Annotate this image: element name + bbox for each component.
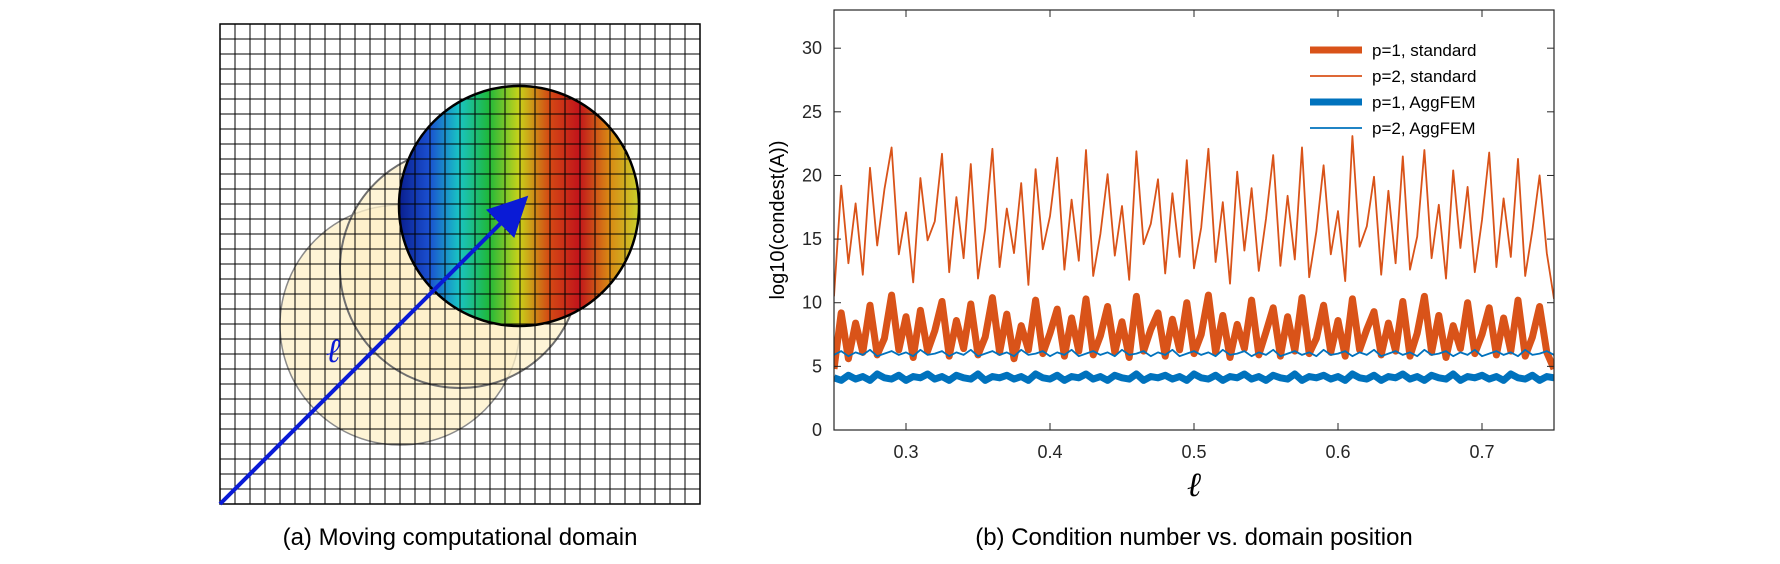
y-tick-label: 30 bbox=[802, 38, 822, 58]
panel-b-chart: 0.3 0.4 0.5 0.6 0.7 0 5 10 15 20 25 30 log10(condes… bbox=[767, 9, 1555, 504]
axes-layer: 0.3 0.4 0.5 0.6 0.7 0 5 10 15 20 25 30 bbox=[802, 9, 1555, 462]
y-tick-label: 15 bbox=[802, 229, 822, 249]
y-tick-label: 5 bbox=[812, 356, 822, 376]
x-tick-label: 0.5 bbox=[1181, 442, 1206, 462]
arrow-label: ℓ bbox=[326, 333, 340, 370]
legend-label: p=1, AggFEM bbox=[1372, 93, 1475, 112]
series-line-p-2-standard bbox=[834, 135, 1554, 300]
legend: p=1, standard p=2, standard p=1, AggFEM p=2… bbox=[1310, 41, 1476, 138]
legend-label: p=2, standard bbox=[1372, 67, 1476, 86]
series-line-p-2-aggfem bbox=[834, 348, 1554, 358]
displacement-arrow bbox=[218, 195, 529, 506]
y-tick-label: 25 bbox=[802, 102, 822, 122]
legend-label: p=1, standard bbox=[1372, 41, 1476, 60]
series-line-p-1-aggfem bbox=[834, 370, 1554, 384]
panel-a-domain-diagram: ℓ bbox=[218, 23, 701, 506]
series-line-p-1-standard bbox=[834, 291, 1554, 371]
x-tick-label: 0.7 bbox=[1469, 442, 1494, 462]
background-mesh-grid bbox=[220, 24, 700, 504]
x-tick-label: 0.6 bbox=[1325, 442, 1350, 462]
y-axis-label: log10(condest(A)) bbox=[767, 141, 789, 300]
x-tick-label: 0.4 bbox=[1037, 442, 1062, 462]
x-axis-label: ℓ bbox=[1187, 467, 1201, 504]
caption-panel-a: (a) Moving computational domain bbox=[282, 524, 638, 551]
x-tick-label: 0.3 bbox=[893, 442, 918, 462]
y-tick-label: 20 bbox=[802, 165, 822, 185]
mesh-border bbox=[219, 23, 701, 505]
y-tick-label: 10 bbox=[802, 293, 822, 313]
series-layer bbox=[834, 135, 1554, 384]
legend-label: p=2, AggFEM bbox=[1372, 119, 1475, 138]
y-tick-label: 0 bbox=[812, 420, 822, 440]
caption-panel-b: (b) Condition number vs. domain position bbox=[975, 524, 1413, 551]
